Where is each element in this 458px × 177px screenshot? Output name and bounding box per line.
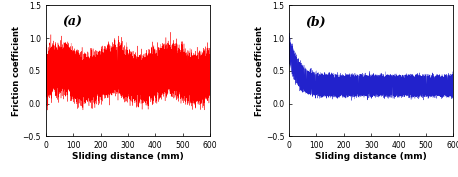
Text: (b): (b) <box>305 16 326 29</box>
Text: (a): (a) <box>62 16 82 29</box>
Y-axis label: Friction coefficient: Friction coefficient <box>255 26 264 116</box>
X-axis label: Sliding distance (mm): Sliding distance (mm) <box>316 152 427 161</box>
Y-axis label: Friction coefficient: Friction coefficient <box>12 26 21 116</box>
X-axis label: Sliding distance (mm): Sliding distance (mm) <box>72 152 184 161</box>
